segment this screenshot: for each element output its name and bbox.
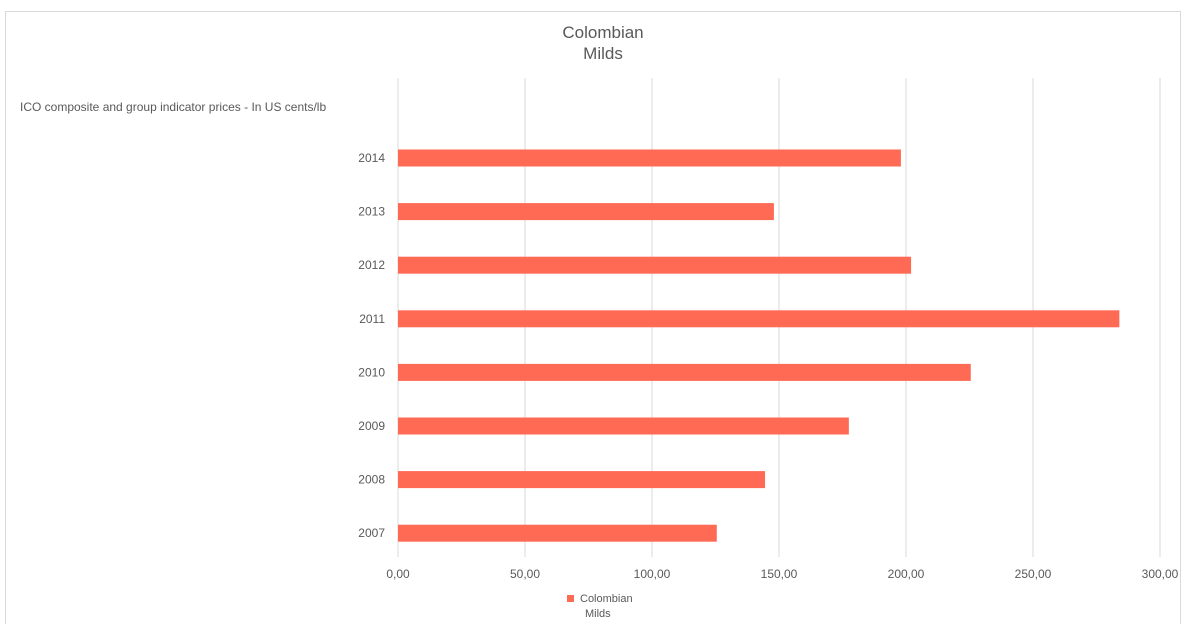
category-label: 2014 [358,151,385,165]
category-label: 2007 [358,526,385,540]
bar-2010 [398,363,971,381]
bar-2012 [398,256,912,274]
bar-2008 [398,471,766,489]
bar-2009 [398,417,849,435]
x-tick-label: 200,00 [888,567,925,581]
bar-2011 [398,310,1120,328]
legend-label-line-1: Colombian [580,593,633,605]
category-label: 2013 [358,205,385,219]
category-label: 2009 [358,419,385,433]
x-tick-label: 250,00 [1015,567,1052,581]
bar-2007 [398,524,717,542]
category-label: 2010 [358,365,385,379]
legend: Colombian Milds [567,593,633,620]
bar-2014 [398,149,901,167]
chart-title-line-2: Milds [583,44,623,63]
legend-label-line-2: Milds [585,608,611,620]
chart-frame [5,11,1181,624]
chart-subtitle-label: ICO composite and group indicator prices… [20,100,326,114]
category-label: 2011 [359,312,385,326]
legend-swatch [567,595,574,602]
bar-2013 [398,203,774,221]
category-label: 2012 [358,258,385,272]
x-tick-labels: 0,00 50,00 100,00 150,00 200,00 250,00 300,00 [386,567,1178,581]
chart-title-line-1: Colombian [562,23,643,42]
x-tick-label: 150,00 [761,567,798,581]
x-tick-label: 0,00 [386,567,410,581]
category-labels: 2014 2013 2012 2011 2010 2009 2008 2007 [358,151,385,540]
category-label: 2008 [358,473,385,487]
bars [398,149,1120,542]
x-tick-label: 50,00 [510,567,540,581]
x-tick-label: 300,00 [1142,567,1179,581]
x-tick-label: 100,00 [634,567,671,581]
